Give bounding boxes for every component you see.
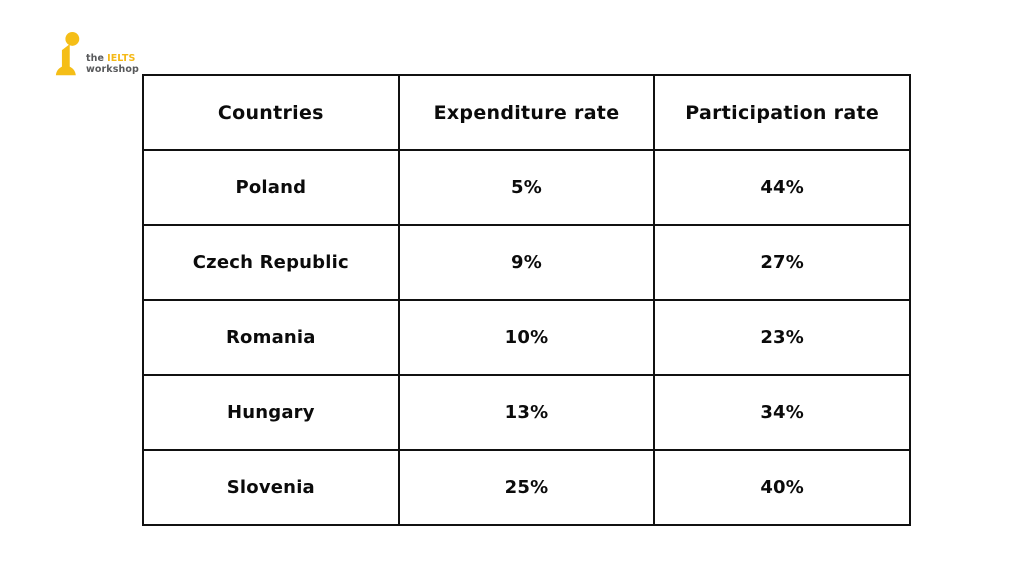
column-header-countries: Countries — [142, 74, 400, 151]
cell-expenditure-rate: 10% — [397, 299, 656, 376]
cell-country: Poland — [142, 149, 400, 226]
logo-text-ielts: IELTS — [107, 53, 136, 64]
cell-country: Hungary — [142, 374, 400, 451]
ielts-logo-i-icon — [55, 31, 80, 76]
logo-text: the IELTS workshop — [86, 53, 139, 75]
table-row: Czech Republic 9% 27% — [142, 224, 911, 301]
cell-expenditure-rate: 9% — [397, 224, 656, 301]
cell-participation-rate: 34% — [653, 374, 911, 451]
table-row: Poland 5% 44% — [142, 149, 911, 226]
cell-expenditure-rate: 13% — [397, 374, 656, 451]
cell-country: Romania — [142, 299, 400, 376]
cell-participation-rate: 40% — [653, 449, 911, 526]
cell-country: Czech Republic — [142, 224, 400, 301]
cell-participation-rate: 27% — [653, 224, 911, 301]
table-row: Slovenia 25% 40% — [142, 449, 911, 526]
column-header-participation-rate: Participation rate — [653, 74, 911, 151]
cell-expenditure-rate: 5% — [397, 149, 656, 226]
cell-participation-rate: 44% — [653, 149, 911, 226]
cell-participation-rate: 23% — [653, 299, 911, 376]
logo-text-the: the — [86, 53, 105, 64]
ielts-workshop-logo: the IELTS workshop — [55, 31, 139, 78]
cell-country: Slovenia — [142, 449, 400, 526]
header-row: Countries Expenditure rate Participation… — [142, 74, 911, 151]
logo-line-1: the IELTS — [86, 53, 139, 64]
table-row: Romania 10% 23% — [142, 299, 911, 376]
column-header-expenditure-rate: Expenditure rate — [397, 74, 656, 151]
cell-expenditure-rate: 25% — [397, 449, 656, 526]
logo-text-workshop: workshop — [86, 64, 139, 75]
country-rates-table: Countries Expenditure rate Participation… — [142, 74, 911, 526]
table-row: Hungary 13% 34% — [142, 374, 911, 451]
